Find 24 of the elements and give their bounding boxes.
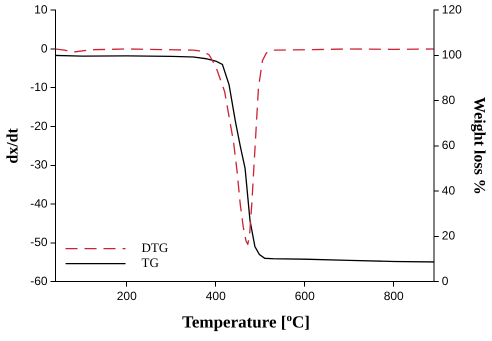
y-tick-label: 0 bbox=[40, 41, 48, 56]
y-tick-label: -40 bbox=[30, 196, 48, 210]
y2-tick-label: 80 bbox=[442, 92, 456, 107]
y2-axis-title: Weight loss % bbox=[470, 97, 488, 195]
legend-label: DTG bbox=[142, 240, 168, 256]
y2-tick-label: 20 bbox=[442, 228, 456, 243]
y2-tick-label: 120 bbox=[442, 2, 462, 17]
y-axis-title: dx/dt bbox=[4, 127, 22, 164]
x-axis-title: Temperature [$^{o}$C] bbox=[181, 312, 311, 333]
legend-label: TG bbox=[142, 255, 159, 270]
y-tick-label: -20 bbox=[30, 118, 48, 133]
y-tick-label: -60 bbox=[30, 274, 48, 288]
y2-tick-label: 40 bbox=[442, 183, 456, 198]
y2-tick-label: 100 bbox=[442, 48, 462, 62]
y2-tick-label: 0 bbox=[442, 274, 449, 288]
y-tick-label: -30 bbox=[30, 158, 48, 172]
y-tick-label: -50 bbox=[30, 235, 48, 250]
y2-tick-label: 60 bbox=[442, 138, 456, 152]
x-tick-label: 600 bbox=[294, 289, 316, 304]
y-tick-label: 10 bbox=[34, 2, 48, 17]
x-tick-label: 400 bbox=[206, 289, 226, 304]
y-tick-label: -10 bbox=[30, 80, 48, 94]
x-tick-label: 200 bbox=[116, 289, 138, 304]
x-tick-label: 800 bbox=[384, 289, 404, 304]
